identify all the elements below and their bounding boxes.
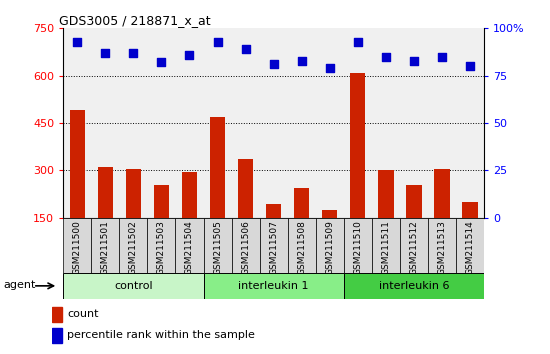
Point bbox=[213, 39, 222, 44]
Bar bbox=[266, 204, 282, 218]
Bar bbox=[210, 117, 226, 218]
Point bbox=[73, 39, 82, 44]
Bar bbox=[175, 218, 204, 273]
Text: GSM211503: GSM211503 bbox=[157, 221, 166, 275]
Point bbox=[326, 65, 334, 71]
Bar bbox=[344, 218, 372, 273]
Text: GSM211506: GSM211506 bbox=[241, 221, 250, 275]
Text: interleukin 6: interleukin 6 bbox=[378, 281, 449, 291]
Bar bbox=[434, 169, 450, 218]
Point bbox=[409, 58, 418, 63]
Bar bbox=[316, 218, 344, 273]
Point bbox=[185, 52, 194, 58]
Bar bbox=[147, 218, 175, 273]
Bar bbox=[52, 307, 62, 322]
Text: GSM211512: GSM211512 bbox=[409, 221, 419, 275]
Bar bbox=[63, 218, 91, 273]
Bar bbox=[462, 202, 478, 218]
Point bbox=[465, 63, 474, 69]
Text: GSM211500: GSM211500 bbox=[73, 221, 82, 275]
Text: GSM211510: GSM211510 bbox=[353, 221, 362, 275]
Bar bbox=[91, 218, 119, 273]
Bar bbox=[400, 218, 428, 273]
Bar bbox=[456, 218, 484, 273]
Point bbox=[241, 46, 250, 52]
Text: control: control bbox=[114, 281, 153, 291]
Bar bbox=[204, 273, 344, 299]
Point bbox=[438, 54, 447, 59]
Text: percentile rank within the sample: percentile rank within the sample bbox=[67, 330, 255, 341]
Point bbox=[157, 59, 166, 65]
Bar bbox=[428, 218, 456, 273]
Text: GSM211511: GSM211511 bbox=[381, 221, 390, 275]
Point bbox=[382, 54, 390, 59]
Text: GSM211509: GSM211509 bbox=[325, 221, 334, 275]
Text: GSM211513: GSM211513 bbox=[437, 221, 447, 275]
Text: GSM211507: GSM211507 bbox=[269, 221, 278, 275]
Bar bbox=[119, 218, 147, 273]
Bar bbox=[238, 159, 254, 218]
Text: GSM211508: GSM211508 bbox=[297, 221, 306, 275]
Point bbox=[353, 39, 362, 44]
Bar bbox=[63, 273, 204, 299]
Text: GSM211502: GSM211502 bbox=[129, 221, 138, 275]
Bar bbox=[288, 218, 316, 273]
Bar bbox=[69, 110, 85, 218]
Text: GSM211514: GSM211514 bbox=[465, 221, 475, 275]
Text: GSM211505: GSM211505 bbox=[213, 221, 222, 275]
Bar bbox=[182, 172, 197, 218]
Bar bbox=[97, 167, 113, 218]
Text: GSM211504: GSM211504 bbox=[185, 221, 194, 275]
Bar bbox=[322, 210, 338, 218]
Bar bbox=[294, 188, 310, 218]
Bar bbox=[232, 218, 260, 273]
Text: GDS3005 / 218871_x_at: GDS3005 / 218871_x_at bbox=[59, 14, 211, 27]
Point bbox=[129, 50, 138, 56]
Bar bbox=[350, 73, 366, 218]
Bar bbox=[125, 169, 141, 218]
Bar bbox=[344, 273, 484, 299]
Bar bbox=[260, 218, 288, 273]
Point bbox=[270, 62, 278, 67]
Bar bbox=[378, 170, 394, 218]
Text: GSM211501: GSM211501 bbox=[101, 221, 110, 275]
Bar bbox=[52, 328, 62, 343]
Point bbox=[297, 58, 306, 63]
Text: interleukin 1: interleukin 1 bbox=[238, 281, 309, 291]
Text: agent: agent bbox=[3, 280, 36, 290]
Text: count: count bbox=[67, 309, 98, 319]
Bar bbox=[372, 218, 400, 273]
Bar bbox=[153, 184, 169, 218]
Bar bbox=[204, 218, 232, 273]
Bar bbox=[406, 184, 422, 218]
Point bbox=[101, 50, 110, 56]
